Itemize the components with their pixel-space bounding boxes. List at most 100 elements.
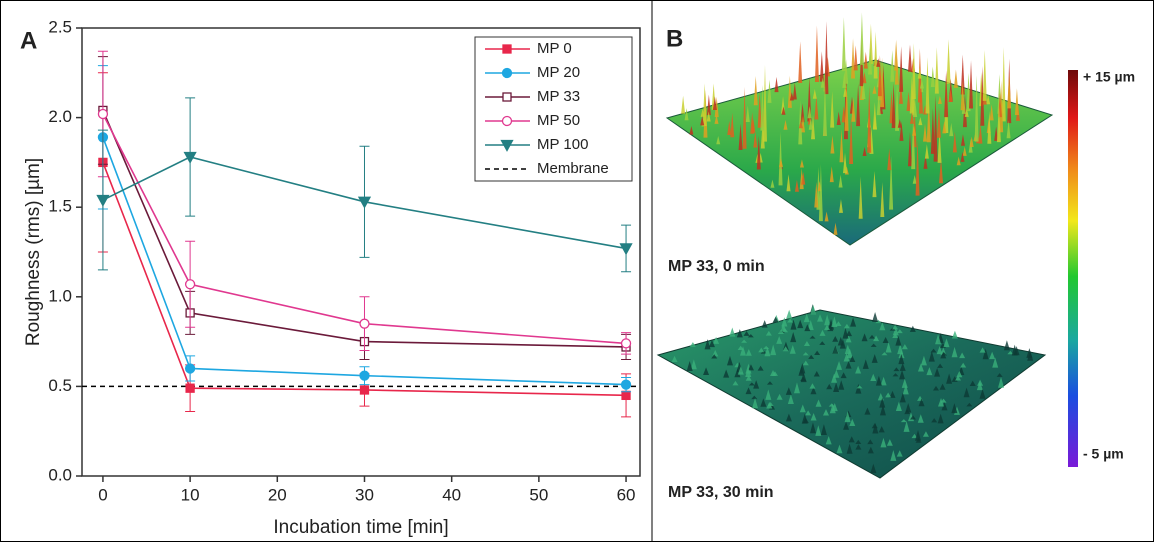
marker (97, 108, 109, 120)
bump (885, 342, 892, 353)
marker (185, 383, 195, 393)
bump (966, 402, 973, 407)
spike (760, 85, 765, 131)
bump (840, 372, 847, 379)
bump (934, 367, 941, 377)
bump (941, 402, 948, 411)
spike (872, 170, 877, 198)
bump (776, 393, 783, 400)
bump (802, 352, 809, 356)
spike (838, 174, 843, 188)
spike (946, 39, 951, 84)
bump (836, 444, 843, 454)
bump (803, 313, 810, 323)
spike (960, 152, 965, 162)
bump (979, 389, 986, 399)
bump (805, 410, 812, 416)
spike (962, 146, 967, 156)
bump (1003, 340, 1010, 351)
bump (878, 426, 885, 433)
bump (943, 338, 950, 348)
bump (897, 343, 904, 355)
spike (894, 39, 899, 71)
spike (778, 131, 783, 186)
y-tick-label: 1.5 (48, 197, 72, 216)
spike (814, 95, 819, 120)
spike (836, 111, 841, 126)
colorbar (1068, 70, 1078, 467)
bump (787, 394, 794, 405)
bump (880, 376, 887, 386)
spike (877, 55, 882, 97)
bump (809, 422, 816, 434)
spike (890, 50, 895, 82)
bump (848, 436, 855, 443)
bump (849, 355, 856, 362)
bump (872, 422, 879, 434)
bump (711, 354, 718, 359)
bump (855, 439, 862, 444)
bump (819, 329, 826, 336)
spike (798, 41, 803, 83)
bump (855, 383, 862, 394)
bump (737, 366, 744, 375)
bump (747, 364, 754, 371)
bump (909, 325, 916, 332)
bump (879, 404, 886, 416)
colorbar-label: + 15 µm (1083, 69, 1135, 85)
spike (798, 119, 803, 129)
bump (936, 345, 943, 355)
spike (770, 179, 775, 188)
bump (740, 346, 747, 356)
spike (913, 100, 918, 117)
legend-label: MP 33 (537, 88, 580, 105)
spike (807, 106, 812, 119)
bump (879, 397, 886, 408)
legend-marker (502, 44, 512, 54)
spike (873, 31, 878, 79)
bump (1011, 344, 1018, 356)
bump (875, 375, 882, 386)
bump (931, 418, 938, 423)
bump (831, 316, 838, 328)
bump (903, 421, 910, 432)
spike (824, 211, 829, 222)
marker (619, 243, 633, 256)
spike (702, 83, 707, 127)
spike (982, 49, 987, 101)
x-tick-label: 0 (98, 485, 107, 504)
bump (790, 332, 797, 343)
bump (817, 314, 824, 322)
bump (832, 335, 839, 342)
marker (96, 194, 110, 207)
bump (982, 348, 989, 360)
bump (939, 383, 946, 390)
bump (917, 414, 924, 423)
bump (1026, 348, 1033, 358)
bump (899, 363, 906, 371)
bump (963, 387, 970, 398)
spike (930, 66, 935, 88)
spike (880, 182, 885, 217)
bump (772, 316, 779, 323)
spike (952, 131, 957, 153)
bump (831, 403, 838, 412)
spike (700, 116, 705, 126)
spike (897, 119, 902, 128)
spike (933, 94, 938, 162)
legend-marker (502, 92, 512, 102)
bump (777, 329, 784, 335)
spike (730, 112, 735, 138)
bump (836, 360, 843, 370)
bump (855, 444, 862, 450)
spike (814, 181, 819, 208)
series-line (102, 162, 627, 397)
spike (812, 89, 817, 99)
spike (844, 59, 849, 84)
spike (819, 51, 824, 82)
marker (184, 363, 196, 374)
y-tick-label: 1.0 (48, 286, 72, 305)
bump (799, 404, 806, 413)
spike (794, 179, 799, 192)
